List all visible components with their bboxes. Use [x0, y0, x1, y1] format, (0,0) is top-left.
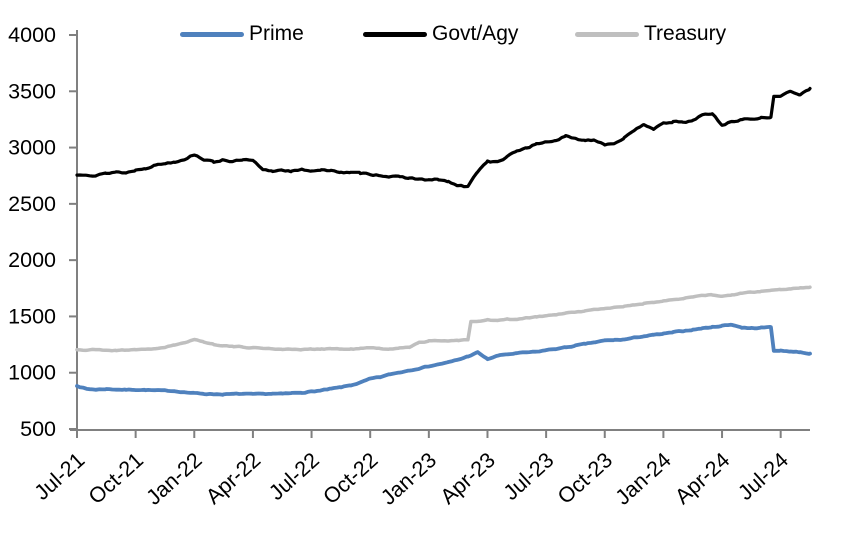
- x-tick-label: Oct-22: [319, 448, 383, 509]
- y-tick-label: 500: [20, 417, 56, 441]
- govt-agy-line-series: [75, 86, 812, 189]
- x-tick-label: Jan-24: [611, 448, 676, 510]
- x-tick-label: Apr-24: [670, 448, 734, 509]
- x-tick-label: Jul-24: [733, 448, 793, 505]
- x-tick-label: Apr-23: [436, 448, 500, 509]
- x-tick-label: Jan-22: [142, 448, 207, 510]
- y-tick-label: 3500: [8, 79, 56, 103]
- y-tick-label: 1000: [8, 361, 56, 385]
- treasury-line-series: [75, 285, 812, 353]
- y-tick-label: 1500: [8, 304, 56, 328]
- x-tick-label: Apr-22: [201, 448, 265, 509]
- x-tick-label: Oct-21: [84, 448, 148, 509]
- y-tick-label: 4000: [8, 23, 56, 47]
- x-tick-label: Jul-22: [264, 448, 324, 505]
- y-tick-label: 2500: [8, 192, 56, 216]
- x-tick-label: Oct-23: [553, 448, 617, 509]
- y-tick-label: 2000: [8, 248, 56, 272]
- x-tick-label: Jul-23: [499, 448, 559, 505]
- x-tick-label: Jan-23: [376, 448, 441, 510]
- x-tick-label: Jul-21: [30, 448, 90, 505]
- prime-line-series: [75, 322, 812, 397]
- y-tick-label: 3000: [8, 136, 56, 160]
